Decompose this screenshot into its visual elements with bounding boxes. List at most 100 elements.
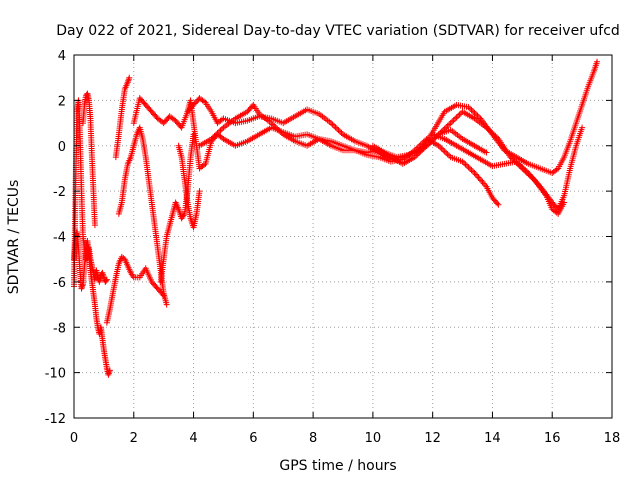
data-point [443, 124, 450, 131]
data-point [474, 173, 481, 179]
series-arc-5 [112, 74, 133, 161]
data-point [278, 129, 285, 136]
series-arc-4 [103, 253, 167, 326]
data-point [467, 165, 474, 172]
data-point [272, 124, 279, 131]
data-point [214, 130, 221, 137]
y-tick-label: -6 [53, 276, 66, 291]
x-tick-label: 4 [189, 431, 197, 446]
y-tick-label: -10 [45, 367, 66, 382]
data-point [455, 112, 462, 119]
data-point [201, 98, 208, 105]
data-point [91, 222, 98, 229]
data-point [275, 127, 282, 134]
data-point [495, 201, 502, 208]
data-point [470, 108, 477, 115]
data-point [579, 124, 586, 131]
data-point [447, 120, 454, 127]
y-tick-label: 4 [58, 49, 66, 64]
data-point [218, 126, 225, 133]
data-point [523, 168, 530, 175]
data-point [522, 167, 529, 174]
x-tick-label: 10 [365, 431, 382, 446]
data-point [446, 121, 453, 128]
y-tick-label: -8 [53, 321, 66, 336]
data-point [465, 164, 472, 171]
y-axis-title: SDTVAR / TECUs [6, 180, 22, 295]
data-point [446, 152, 453, 159]
data-point [483, 149, 490, 156]
data-point [328, 120, 335, 127]
data-point [103, 277, 110, 284]
x-tick-label: 12 [424, 431, 441, 446]
data-point [274, 125, 281, 132]
data-point [277, 128, 284, 135]
data-point [441, 148, 448, 155]
data-point [456, 111, 463, 118]
data-point [437, 144, 444, 151]
x-tick-label: 6 [249, 431, 257, 446]
data-point [201, 162, 208, 169]
series-arc-9 [175, 142, 203, 231]
data-point [513, 158, 520, 165]
data-point [475, 174, 482, 181]
series-arc-13 [429, 124, 586, 213]
points-layer [71, 58, 601, 378]
data-point [459, 158, 466, 165]
y-tick-label: -12 [45, 412, 66, 427]
data-point [271, 122, 278, 129]
x-tick-label: 14 [484, 431, 501, 446]
data-point [450, 117, 457, 124]
series-arc-12 [369, 58, 601, 176]
y-tick-label: 2 [58, 94, 66, 109]
data-point [471, 109, 478, 116]
data-point [332, 124, 339, 131]
y-tick-label: 0 [58, 140, 66, 155]
data-point [106, 367, 113, 374]
data-point [435, 142, 442, 149]
series-arc-8 [157, 131, 197, 285]
data-point [196, 188, 203, 195]
data-point [440, 147, 447, 154]
data-point [474, 112, 481, 119]
data-point [338, 129, 345, 136]
x-tick-label: 16 [544, 431, 561, 446]
data-point [103, 276, 110, 283]
data-point [553, 166, 560, 173]
data-point [476, 176, 483, 183]
data-point [472, 171, 479, 178]
data-point [462, 161, 469, 168]
data-point [475, 114, 482, 121]
x-tick-label: 18 [604, 431, 621, 446]
y-tick-label: -4 [53, 231, 66, 246]
data-point [449, 118, 456, 125]
x-tick-label: 0 [70, 431, 78, 446]
data-point [479, 179, 486, 186]
data-point [461, 160, 468, 167]
data-point [465, 104, 472, 111]
chart-title: Day 022 of 2021, Sidereal Day-to-day VTE… [56, 23, 620, 39]
y-tick-label: -2 [53, 185, 66, 200]
data-point [438, 128, 445, 135]
data-point [444, 151, 451, 158]
data-point [211, 133, 218, 140]
data-point [594, 58, 601, 65]
data-point [268, 120, 275, 127]
data-point [517, 162, 524, 169]
data-point [438, 145, 445, 152]
data-point [209, 134, 216, 141]
data-point [331, 122, 338, 129]
data-point [126, 74, 133, 81]
x-tick-label: 8 [309, 431, 317, 446]
data-point [329, 121, 336, 128]
x-tick-label: 2 [130, 431, 138, 446]
data-point [470, 168, 477, 175]
data-point [414, 144, 421, 151]
data-point [473, 111, 480, 118]
data-point [218, 134, 225, 141]
data-point [519, 164, 526, 171]
data-point [471, 169, 478, 176]
data-point [212, 131, 219, 138]
